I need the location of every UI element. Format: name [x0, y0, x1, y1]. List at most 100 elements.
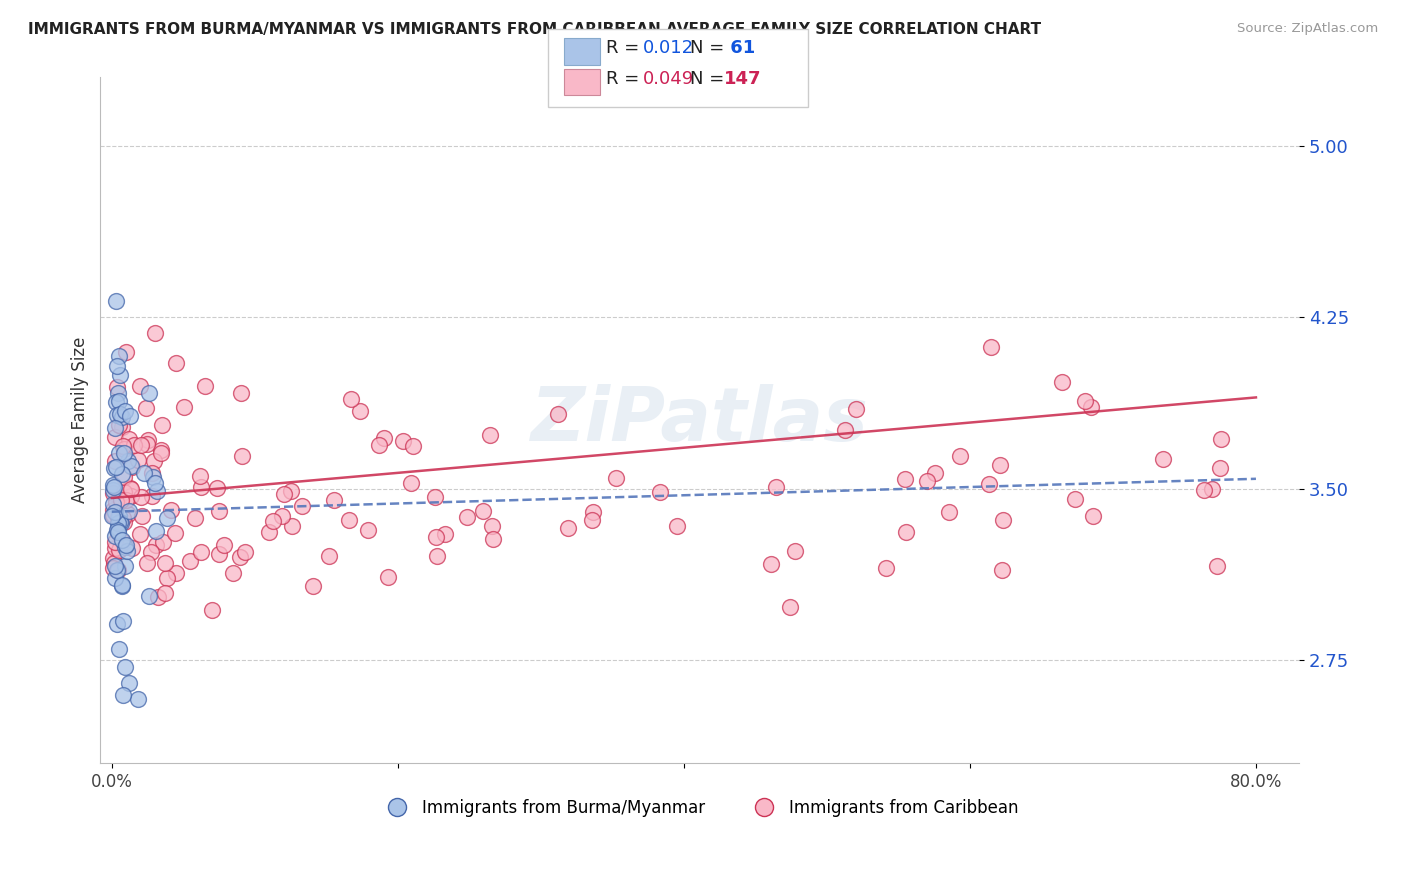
Point [105, 294, 128, 309]
Point [105, 395, 128, 409]
Point [107, 418, 129, 433]
Point [136, 556, 159, 570]
Point [980, 340, 1002, 354]
Point [1209, 460, 1232, 475]
Point [337, 513, 360, 527]
Point [582, 505, 605, 519]
Point [136, 433, 159, 447]
Point [149, 446, 172, 460]
Point [1064, 491, 1087, 506]
Point [392, 434, 415, 448]
Point [915, 475, 938, 489]
Point [188, 469, 211, 483]
Point [127, 453, 149, 467]
Point [103, 557, 125, 571]
Point [1073, 393, 1095, 408]
Point [1205, 559, 1227, 574]
Point [108, 394, 131, 409]
Point [112, 442, 135, 457]
Point [456, 510, 478, 524]
Point [103, 485, 125, 500]
Point [1080, 400, 1102, 414]
Point [924, 466, 946, 480]
Point [368, 438, 391, 452]
Point [104, 571, 127, 585]
Point [229, 385, 252, 400]
Point [135, 401, 157, 415]
Point [231, 449, 253, 463]
Point [323, 493, 346, 508]
Point [143, 454, 166, 468]
Text: 61: 61 [724, 39, 755, 57]
Point [481, 519, 503, 533]
Point [165, 525, 187, 540]
Text: Source: ZipAtlas.com: Source: ZipAtlas.com [1237, 22, 1378, 36]
Point [132, 467, 155, 481]
Point [131, 490, 153, 504]
Point [131, 509, 153, 524]
Point [101, 498, 124, 512]
Point [190, 545, 212, 559]
Text: 147: 147 [724, 70, 762, 88]
Point [139, 545, 162, 559]
Point [127, 692, 149, 706]
Point [273, 487, 295, 501]
Point [114, 540, 136, 554]
Point [118, 676, 141, 690]
Point [105, 563, 128, 577]
Point [108, 641, 131, 656]
Point [155, 556, 177, 570]
Point [146, 591, 169, 605]
Point [129, 379, 152, 393]
Point [165, 566, 187, 580]
Text: 0.012: 0.012 [643, 39, 693, 57]
Point [150, 417, 173, 432]
Point [194, 379, 217, 393]
Point [108, 349, 131, 363]
Text: N =: N = [690, 39, 730, 57]
Point [433, 526, 456, 541]
Point [235, 545, 257, 559]
Point [114, 493, 136, 508]
Point [135, 436, 157, 450]
Point [118, 504, 141, 518]
Point [104, 541, 127, 555]
Point [101, 478, 124, 492]
Point [271, 508, 294, 523]
Point [110, 493, 132, 508]
Point [112, 511, 135, 525]
Point [115, 490, 138, 504]
Point [107, 516, 129, 530]
Point [111, 467, 134, 482]
Point [988, 458, 1011, 472]
Point [114, 558, 136, 573]
Point [103, 508, 125, 522]
Point [222, 566, 245, 580]
Point [257, 525, 280, 540]
Point [399, 475, 422, 490]
Point [173, 400, 195, 414]
Point [108, 509, 131, 524]
Point [114, 404, 136, 418]
Point [107, 563, 129, 577]
Point [111, 410, 134, 425]
Point [115, 538, 138, 552]
Point [318, 549, 340, 563]
Point [991, 513, 1014, 527]
Point [105, 460, 128, 475]
Point [121, 541, 143, 555]
Point [117, 454, 139, 468]
Point [129, 438, 152, 452]
Point [122, 438, 145, 452]
Point [291, 500, 314, 514]
Point [111, 419, 134, 434]
Point [120, 458, 142, 473]
Point [104, 559, 127, 574]
Point [112, 484, 135, 499]
Point [145, 538, 167, 552]
Point [120, 482, 142, 496]
Point [121, 460, 143, 475]
Point [108, 543, 131, 558]
Point [142, 470, 165, 484]
Point [145, 484, 167, 499]
